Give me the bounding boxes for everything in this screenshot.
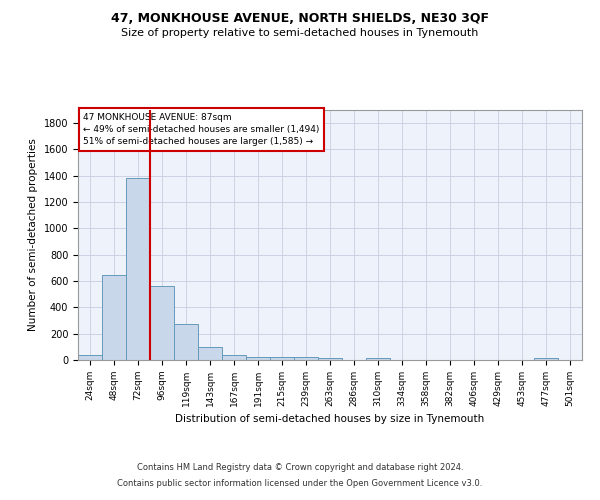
- Bar: [270, 358, 294, 360]
- Bar: [246, 356, 270, 360]
- Bar: [222, 356, 246, 360]
- X-axis label: Distribution of semi-detached houses by size in Tynemouth: Distribution of semi-detached houses by …: [175, 414, 485, 424]
- Text: 47 MONKHOUSE AVENUE: 87sqm
← 49% of semi-detached houses are smaller (1,494)
51%: 47 MONKHOUSE AVENUE: 87sqm ← 49% of semi…: [83, 112, 319, 146]
- Bar: [366, 358, 390, 360]
- Bar: [174, 324, 198, 360]
- Bar: [294, 358, 318, 360]
- Text: 47, MONKHOUSE AVENUE, NORTH SHIELDS, NE30 3QF: 47, MONKHOUSE AVENUE, NORTH SHIELDS, NE3…: [111, 12, 489, 26]
- Bar: [534, 358, 558, 360]
- Bar: [150, 286, 174, 360]
- Text: Size of property relative to semi-detached houses in Tynemouth: Size of property relative to semi-detach…: [121, 28, 479, 38]
- Bar: [102, 275, 126, 360]
- Bar: [78, 356, 102, 360]
- Y-axis label: Number of semi-detached properties: Number of semi-detached properties: [28, 138, 38, 332]
- Text: Contains public sector information licensed under the Open Government Licence v3: Contains public sector information licen…: [118, 478, 482, 488]
- Bar: [318, 358, 342, 360]
- Bar: [126, 178, 150, 360]
- Bar: [198, 347, 222, 360]
- Text: Contains HM Land Registry data © Crown copyright and database right 2024.: Contains HM Land Registry data © Crown c…: [137, 464, 463, 472]
